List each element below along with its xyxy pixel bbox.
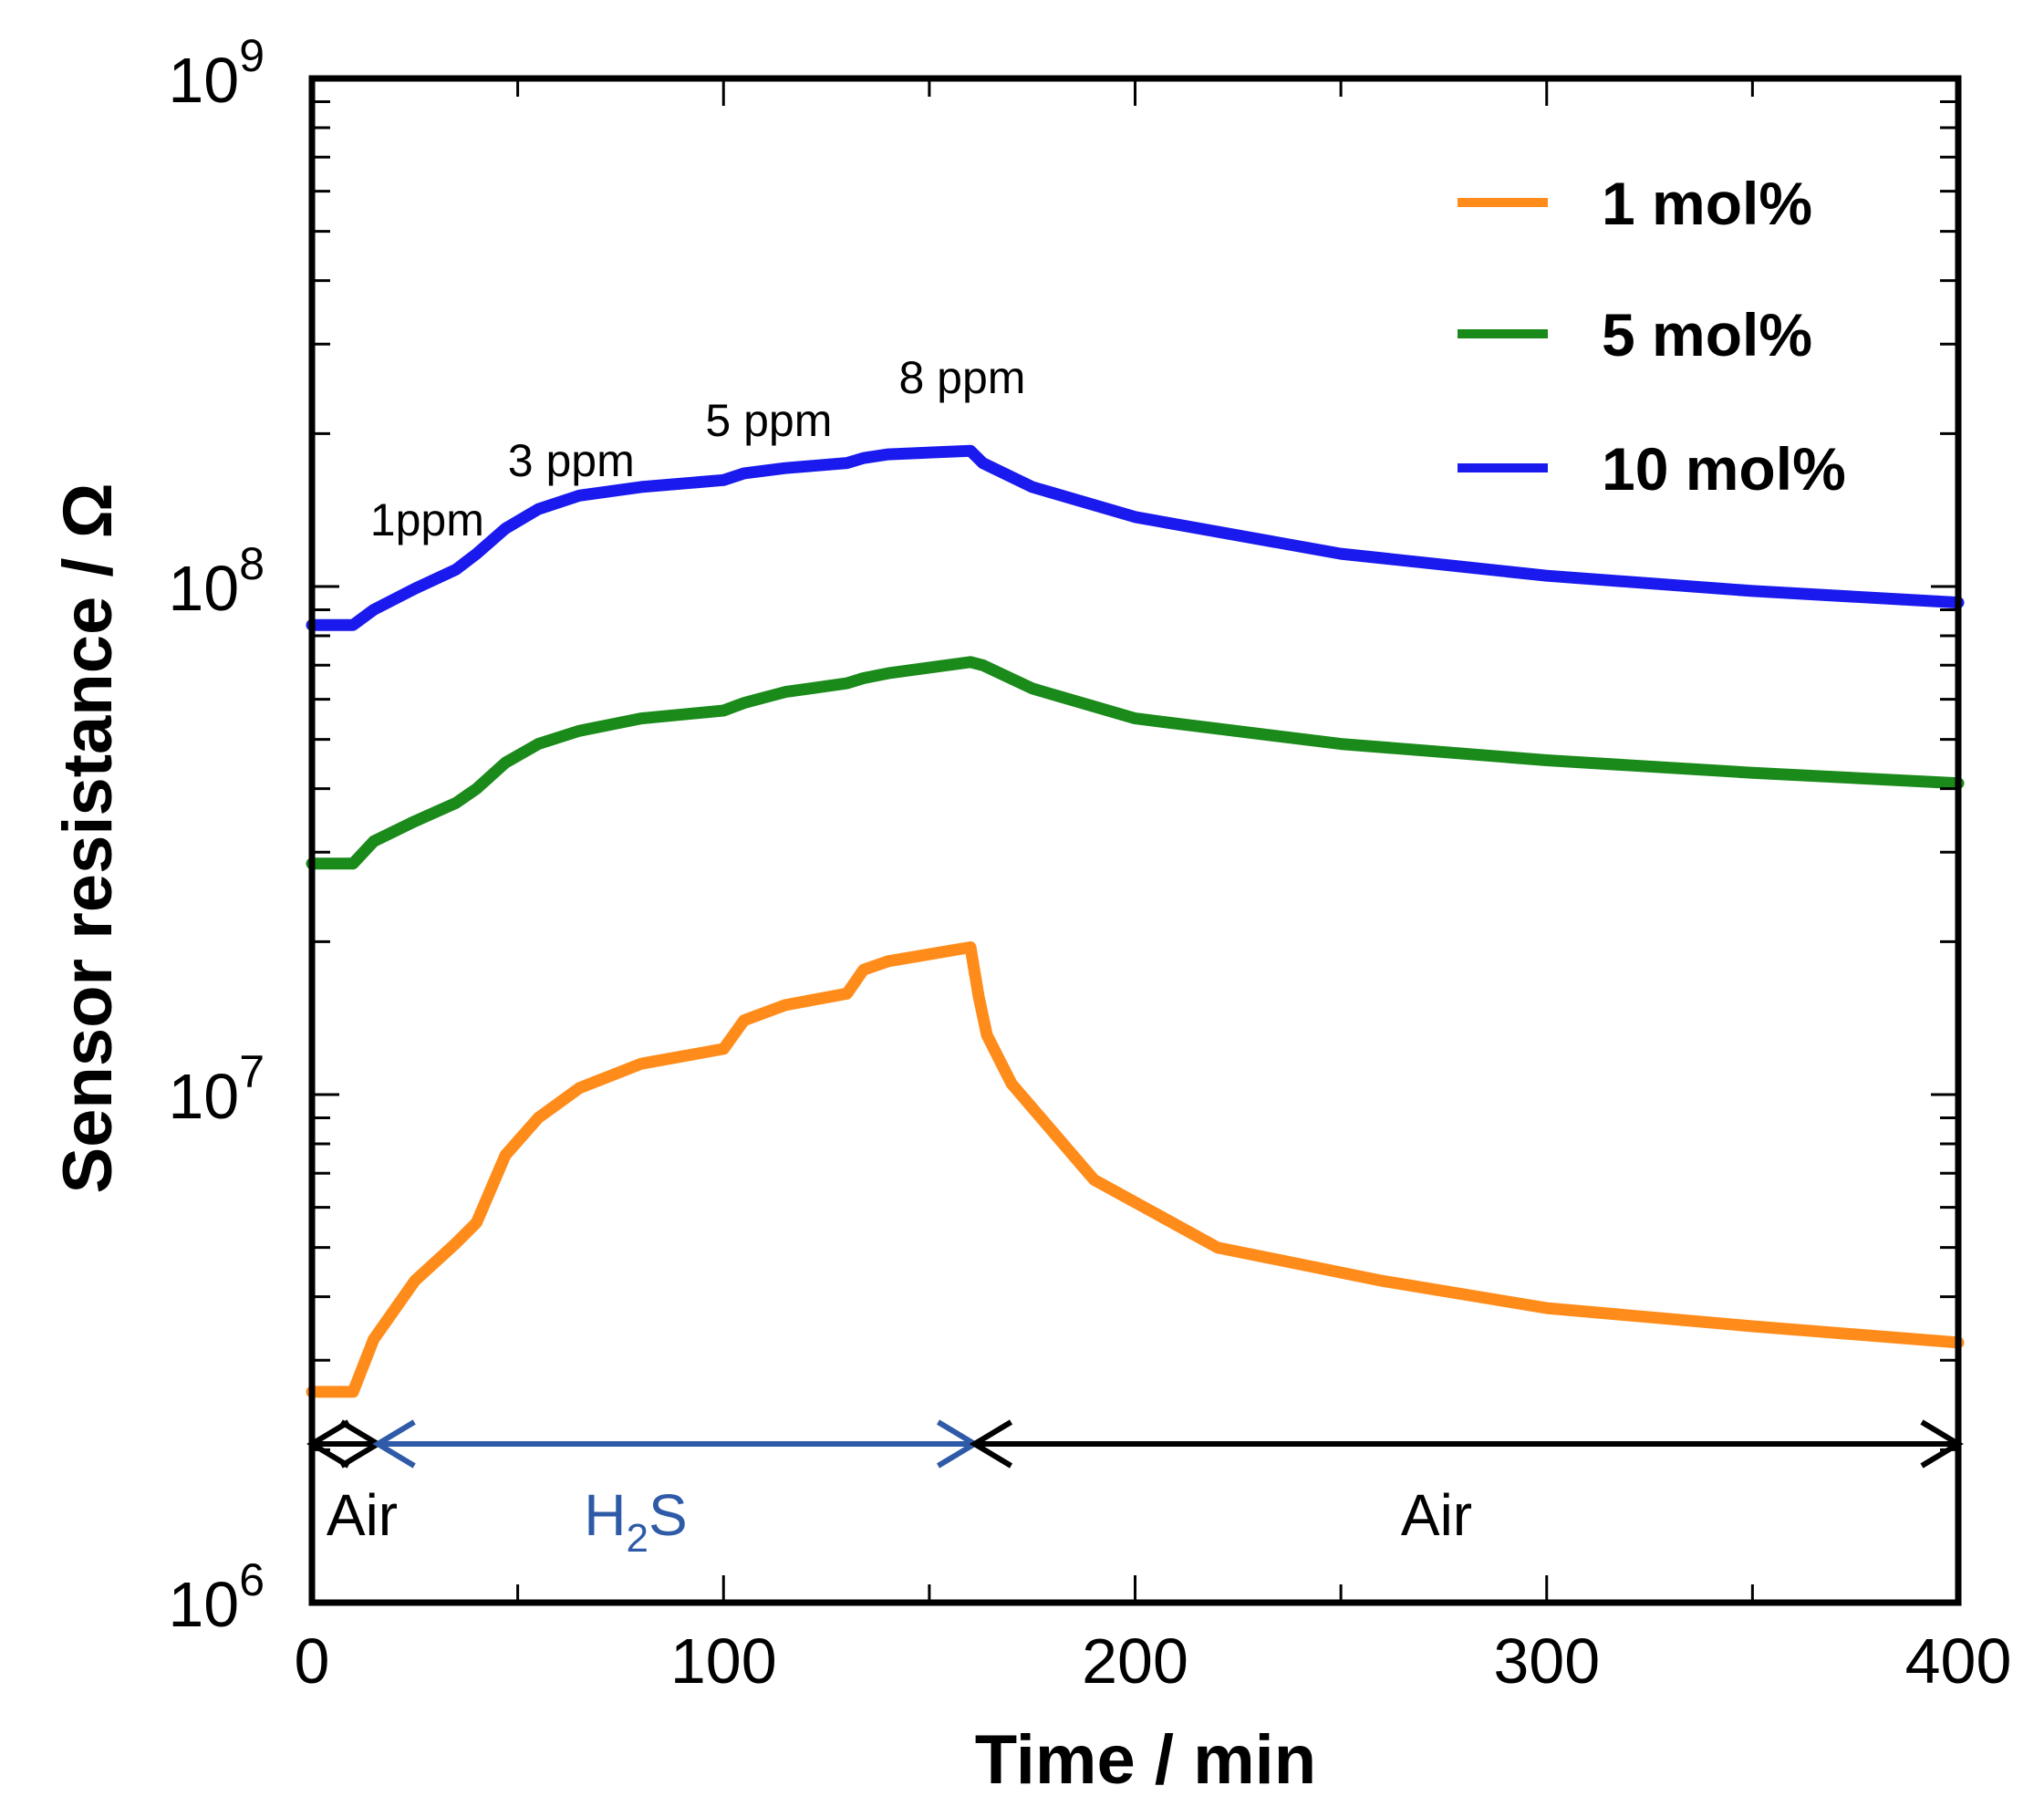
y-tick-label: 107 [168,1046,265,1132]
legend-label-2: 10 mol% [1602,435,1846,503]
series-line-2 [306,444,1965,631]
annotation-layer: 1ppm 3 ppm 5 ppm 8 ppm Air H2S Air [306,352,1964,1561]
legend: 1 mol% 5 mol% 10 mol% [1458,170,1846,503]
y-axis-title: Sensor resistance / Ω [49,483,127,1193]
series-line-0 [306,941,1965,1398]
series-layer [306,444,1965,1398]
concentration-label: 1ppm [370,494,484,545]
legend-label-1: 5 mol% [1602,301,1812,369]
phase-label: Air [1401,1482,1472,1548]
phase-label: Air [327,1482,398,1548]
concentration-label: 8 ppm [898,352,1025,403]
y-tick-label: 109 [168,30,265,116]
x-tick-label: 100 [670,1625,777,1697]
phase-arrowhead-left [372,1419,416,1469]
y-tick-label: 106 [168,1554,265,1640]
legend-label-0: 1 mol% [1602,170,1812,237]
x-axis-title: Time / min [975,1721,1316,1799]
concentration-label: 5 ppm [705,395,832,446]
series-line-1 [306,656,1965,870]
concentration-label: 3 ppm [508,435,635,486]
x-tick-label: 300 [1493,1625,1600,1697]
x-tick-label: 0 [295,1625,330,1697]
y-tick-label: 108 [168,538,265,624]
phase-arrowhead-left [969,1419,1013,1469]
phase-label: H2S [584,1482,687,1561]
x-tick-label: 400 [1905,1625,2012,1697]
x-tick-label: 200 [1082,1625,1188,1697]
